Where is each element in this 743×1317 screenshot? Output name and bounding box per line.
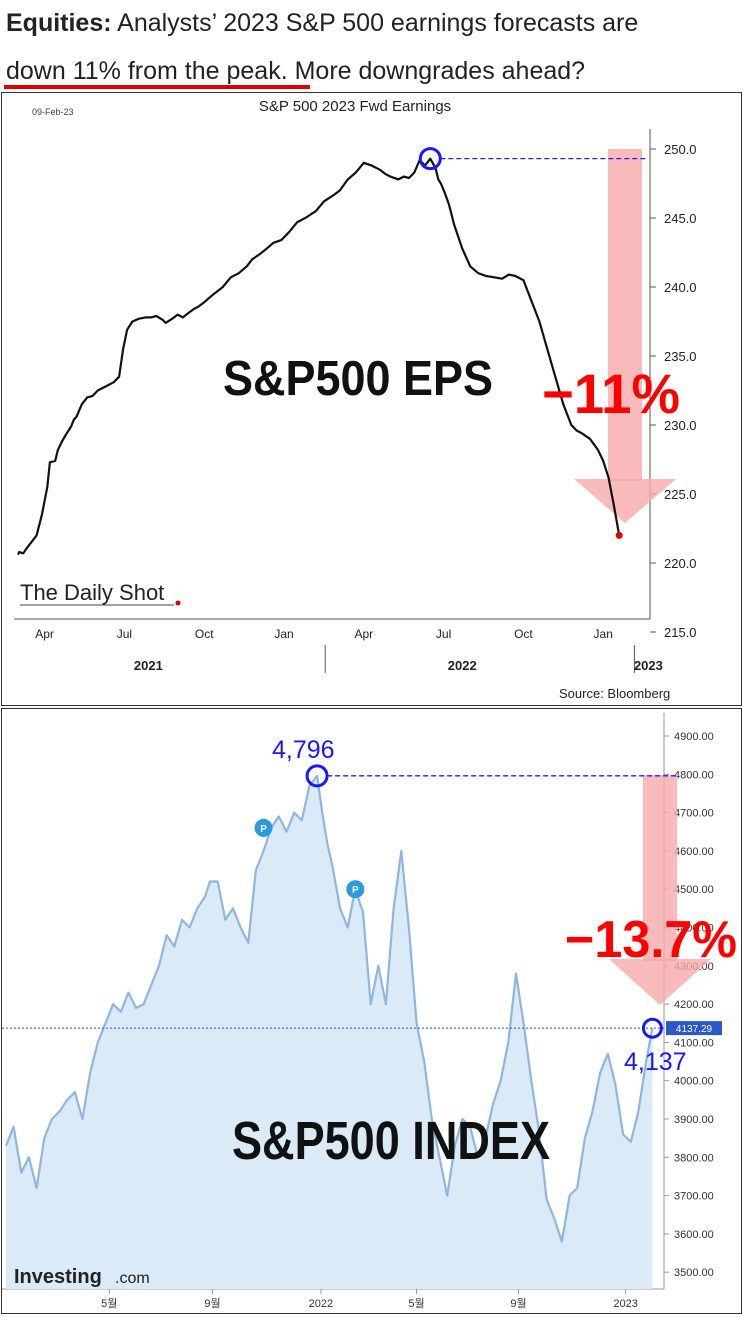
index-price-tag-text: 4137.29 [676,1024,713,1035]
index-current-marker [641,1017,663,1039]
index-y-tick-label: 3700.00 [674,1191,714,1203]
eps-x-tick-label: Jan [594,627,613,641]
index-price-tag: 4137.29 [666,1021,722,1036]
headline-line-1: Equities: Analysts’ 2023 S&P 500 earning… [6,6,638,40]
eps-x-tick-label: Apr [35,627,54,641]
index-y-tick-label: 4600.00 [674,846,714,858]
event-badge-2[interactable]: P [346,880,365,899]
eps-arrow-head [574,479,676,523]
eps-x-tick-label: Oct [195,627,214,641]
event-badge-1[interactable]: P [254,818,273,837]
investing-logo-text: Investing [14,1266,102,1288]
eps-peak-marker [418,147,442,171]
eps-year-label: 2023 [634,658,663,673]
eps-y-tick-label: 245.0 [664,211,697,226]
index-peak-marker [305,764,329,788]
index-chart: 4900.00 4800.00 4700.00 4600.00 4500.00 4400.… [2,713,737,1310]
eps-chart-panel: 09-Feb-23 S&P 500 2023 Fwd Earnings 250.… [1,92,742,706]
index-y-tick-label: 3900.00 [674,1114,714,1126]
eps-x-tick-label: Oct [514,627,533,641]
index-x-tick-label: 5월 [408,1297,424,1310]
eps-chart-title: S&P 500 2023 Fwd Earnings [259,98,451,115]
index-down-arrow [609,775,711,1005]
eps-year-label: 2021 [134,658,163,673]
eps-chart: 09-Feb-23 S&P 500 2023 Fwd Earnings 250.… [14,98,697,701]
eps-chart-date: 09-Feb-23 [32,107,74,117]
index-chart-panel: 4900.00 4800.00 4700.00 4600.00 4500.00 4400.… [1,708,742,1314]
eps-y-tick-label: 225.0 [664,487,697,502]
eps-y-tick-label: 220.0 [664,556,697,571]
index-area-fill [6,775,653,1289]
index-y-tick-label: 3800.00 [674,1152,714,1164]
eps-change-label: −11% [542,362,680,425]
eps-year-label: 2022 [448,658,477,673]
index-y-tick-label: 4500.00 [674,884,714,896]
headline-rest-2: . More downgrades ahead? [280,57,586,85]
eps-arrow-shaft [608,149,642,481]
index-peak-label: 4,796 [272,736,335,764]
eps-series-line [17,157,621,556]
headline-red-underline [4,85,310,89]
eps-logo-dot [175,600,181,606]
index-x-tick-label: 9월 [510,1297,526,1310]
index-y-tick-label: 4100.00 [674,1037,714,1049]
eps-y-tick-label: 240.0 [664,280,697,295]
headline-bold: Equities: [6,9,112,37]
event-badge-1-label: P [260,824,267,835]
index-y-tick-label: 3500.00 [674,1267,714,1279]
index-y-tick-label: 4400.00 [674,923,714,935]
index-y-tick-label: 4200.00 [674,999,714,1011]
eps-x-tick-label: Jul [117,627,132,641]
index-y-tick-label: 4700.00 [674,808,714,820]
index-x-tick-label: 2022 [309,1298,333,1310]
index-y-tick-label: 4800.00 [674,769,714,781]
headline: Equities: Analysts’ 2023 S&P 500 earning… [0,0,743,92]
index-series-line [4,774,654,1243]
index-y-tick-label: 4000.00 [674,1076,714,1088]
index-current-label: 4,137 [624,1048,687,1076]
event-badge-2-circle [346,880,365,899]
eps-logo: The Daily Shot [20,580,164,605]
eps-y-tick-label: 215.0 [664,625,697,640]
index-overlay-label: S&P500 INDEX [232,1111,550,1171]
eps-y-tick-label: 235.0 [664,349,697,364]
headline-underlined: down 11% from the peak [6,57,281,85]
index-x-tick-label: 9월 [204,1297,220,1310]
eps-down-arrow [574,149,676,523]
index-x-tick-label: 5월 [101,1297,117,1310]
eps-y-tick-label: 230.0 [664,418,697,433]
index-y-tick-label: 3600.00 [674,1229,714,1241]
eps-y-tick-label: 250.0 [664,142,697,157]
eps-overlay-label: S&P500 EPS [223,352,493,406]
eps-end-dot [615,531,623,539]
event-badge-2-label: P [352,885,359,896]
index-price-tag-box [666,1021,722,1036]
index-y-tick-label: 4900.00 [674,731,714,743]
headline-line-2: down 11% from the peak. More downgrades … [6,54,585,88]
index-arrow-head [609,959,711,1005]
index-arrow-shaft [643,775,677,961]
headline-rest-1: Analysts’ 2023 S&P 500 earnings forecast… [111,9,639,37]
investing-logo-suffix: .com [115,1270,150,1287]
index-x-tick-label: 2023 [613,1298,637,1310]
eps-x-tick-label: Jul [436,627,451,641]
eps-x-tick-label: Apr [354,627,373,641]
eps-source: Source: Bloomberg [559,686,670,701]
eps-x-tick-label: Jan [274,627,293,641]
event-badge-1-circle [254,818,273,837]
investing-logo: Investing .com [14,1266,150,1288]
index-change-label: −13.7% [565,911,737,969]
